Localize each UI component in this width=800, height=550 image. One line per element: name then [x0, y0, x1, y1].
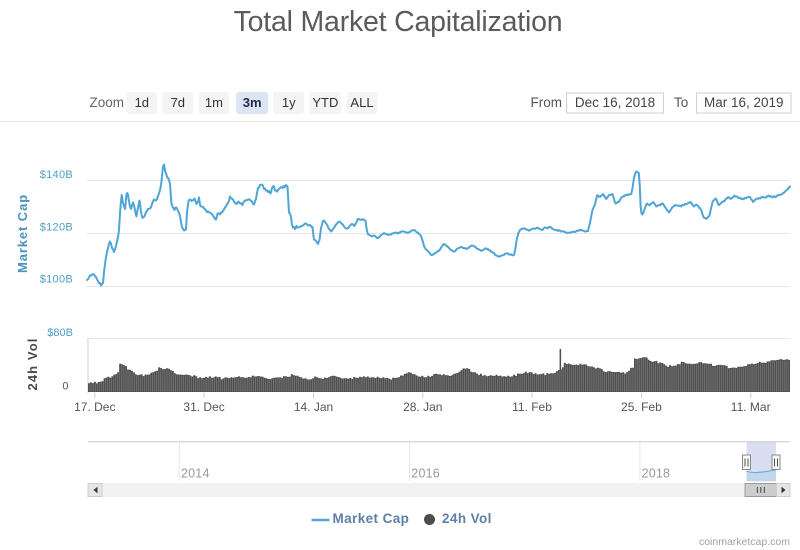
svg-text:7d: 7d	[171, 95, 185, 110]
svg-text:2018: 2018	[642, 467, 671, 481]
svg-text:1m: 1m	[205, 95, 223, 110]
svg-text:11. Mar: 11. Mar	[731, 400, 771, 414]
svg-text:31. Dec: 31. Dec	[183, 400, 224, 414]
svg-text:$100B: $100B	[40, 274, 73, 286]
svg-text:coinmarketcap.com: coinmarketcap.com	[699, 536, 790, 548]
svg-text:Market Cap: Market Cap	[15, 194, 30, 273]
svg-text:25. Feb: 25. Feb	[621, 400, 662, 414]
svg-text:17. Dec: 17. Dec	[74, 400, 115, 414]
svg-text:28. Jan: 28. Jan	[403, 400, 442, 414]
svg-text:$80B: $80B	[47, 327, 73, 339]
svg-text:$140B: $140B	[40, 169, 73, 181]
svg-text:1y: 1y	[282, 95, 296, 110]
svg-text:Market Cap: Market Cap	[333, 511, 410, 526]
svg-text:From: From	[531, 95, 563, 110]
svg-text:Total Market Capitalization: Total Market Capitalization	[234, 6, 563, 38]
svg-text:$120B: $120B	[40, 222, 73, 234]
svg-text:2014: 2014	[181, 467, 210, 481]
svg-text:2016: 2016	[411, 467, 440, 481]
svg-text:1d: 1d	[135, 95, 149, 110]
svg-text:24h Vol: 24h Vol	[442, 511, 492, 526]
svg-text:YTD: YTD	[312, 95, 338, 110]
svg-text:3m: 3m	[243, 95, 262, 110]
svg-text:24h Vol: 24h Vol	[25, 338, 40, 391]
svg-text:Mar 16, 2019: Mar 16, 2019	[704, 95, 784, 110]
svg-text:0: 0	[62, 381, 68, 393]
svg-text:Dec 16, 2018: Dec 16, 2018	[575, 95, 655, 110]
svg-text:ALL: ALL	[350, 95, 373, 110]
svg-text:11. Feb: 11. Feb	[512, 400, 552, 414]
svg-text:To: To	[674, 95, 688, 110]
svg-text:Zoom: Zoom	[90, 95, 125, 110]
svg-text:14. Jan: 14. Jan	[294, 400, 333, 414]
